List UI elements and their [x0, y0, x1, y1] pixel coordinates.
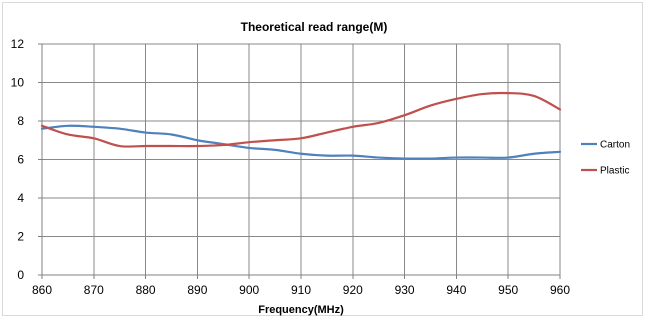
- tick-labels: 0 2 4 6 8 10 12 860 870 880 890 900 910 920 930 940 950 9…: [11, 37, 571, 297]
- x-tick-label: 860: [32, 283, 52, 297]
- x-tick-label: 870: [84, 283, 104, 297]
- y-tick-label: 0: [17, 268, 24, 282]
- x-tick-label: 880: [136, 283, 156, 297]
- chart-title: Theoretical read range(M): [241, 20, 388, 34]
- series-lines: [40, 91, 562, 160]
- x-tick-label: 900: [239, 283, 259, 297]
- y-tick-label: 10: [11, 76, 25, 90]
- y-tick-label: 12: [11, 37, 25, 51]
- x-tick-label: 930: [395, 283, 415, 297]
- y-tick-label: 4: [17, 191, 24, 205]
- grid-lines: [41, 43, 561, 276]
- x-tick-label: 960: [550, 283, 570, 297]
- legend: Carton Plastic: [581, 140, 630, 177]
- x-tick-label: 920: [343, 283, 363, 297]
- y-tick-label: 6: [17, 153, 24, 167]
- legend-label-plastic: Plastic: [600, 166, 629, 177]
- x-axis-title: Frequency(MHz): [258, 304, 344, 316]
- x-tick-label: 940: [446, 283, 466, 297]
- axes: [38, 43, 561, 279]
- x-tick-label: 890: [187, 283, 207, 297]
- legend-label-carton: Carton: [600, 140, 630, 151]
- x-tick-label: 910: [291, 283, 311, 297]
- series-line-plastic: [40, 91, 562, 148]
- y-tick-label: 8: [17, 114, 24, 128]
- series-line-carton: [40, 124, 562, 160]
- y-tick-label: 2: [17, 230, 24, 244]
- x-tick-label: 950: [498, 283, 518, 297]
